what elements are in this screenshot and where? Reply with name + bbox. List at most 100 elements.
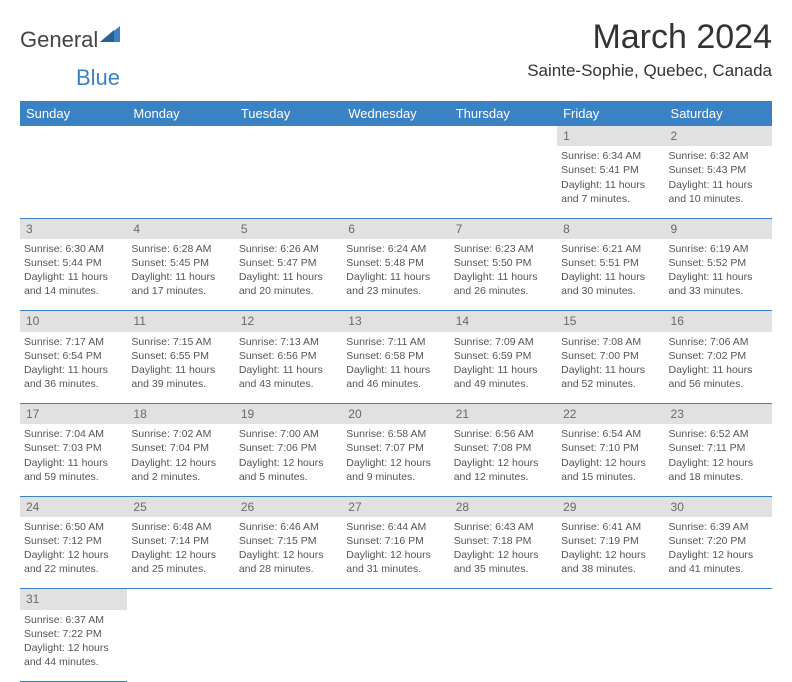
weekday-header: Tuesday — [235, 101, 342, 126]
sunrise-line: Sunrise: 7:08 AM — [561, 335, 660, 349]
calendar-cell — [342, 146, 449, 218]
day-number: 14 — [450, 311, 557, 332]
day-number: 4 — [127, 218, 234, 239]
sunrise-line: Sunrise: 6:26 AM — [239, 242, 338, 256]
day-number — [665, 589, 772, 610]
sunrise-line: Sunrise: 6:52 AM — [669, 427, 768, 441]
calendar-cell — [665, 610, 772, 682]
day-number: 30 — [665, 496, 772, 517]
calendar-cell: Sunrise: 6:43 AMSunset: 7:18 PMDaylight:… — [450, 517, 557, 589]
day-number — [342, 126, 449, 146]
calendar-cell: Sunrise: 6:56 AMSunset: 7:08 PMDaylight:… — [450, 424, 557, 496]
calendar-cell: Sunrise: 7:02 AMSunset: 7:04 PMDaylight:… — [127, 424, 234, 496]
daylight-line: Daylight: 11 hours and 39 minutes. — [131, 363, 230, 391]
day-number: 28 — [450, 496, 557, 517]
day-number — [450, 589, 557, 610]
calendar-cell: Sunrise: 6:30 AMSunset: 5:44 PMDaylight:… — [20, 239, 127, 311]
daylight-line: Daylight: 11 hours and 7 minutes. — [561, 178, 660, 206]
daylight-line: Daylight: 12 hours and 35 minutes. — [454, 548, 553, 576]
calendar-body: 12Sunrise: 6:34 AMSunset: 5:41 PMDayligh… — [20, 126, 772, 682]
daynum-row: 24252627282930 — [20, 496, 772, 517]
day-number: 10 — [20, 311, 127, 332]
daylight-line: Daylight: 12 hours and 31 minutes. — [346, 548, 445, 576]
weekday-header: Sunday — [20, 101, 127, 126]
daylight-line: Daylight: 12 hours and 41 minutes. — [669, 548, 768, 576]
day-number: 18 — [127, 404, 234, 425]
calendar-row: Sunrise: 6:30 AMSunset: 5:44 PMDaylight:… — [20, 239, 772, 311]
day-number: 22 — [557, 404, 664, 425]
sunset-line: Sunset: 7:12 PM — [24, 534, 123, 548]
day-number: 2 — [665, 126, 772, 146]
calendar-cell: Sunrise: 7:17 AMSunset: 6:54 PMDaylight:… — [20, 332, 127, 404]
sunset-line: Sunset: 7:20 PM — [669, 534, 768, 548]
weekday-header: Friday — [557, 101, 664, 126]
day-number — [557, 589, 664, 610]
day-number: 24 — [20, 496, 127, 517]
calendar-cell: Sunrise: 6:39 AMSunset: 7:20 PMDaylight:… — [665, 517, 772, 589]
sunrise-line: Sunrise: 6:43 AM — [454, 520, 553, 534]
calendar-cell: Sunrise: 6:44 AMSunset: 7:16 PMDaylight:… — [342, 517, 449, 589]
daylight-line: Daylight: 12 hours and 38 minutes. — [561, 548, 660, 576]
calendar-cell: Sunrise: 7:08 AMSunset: 7:00 PMDaylight:… — [557, 332, 664, 404]
calendar-cell — [235, 146, 342, 218]
sunset-line: Sunset: 7:11 PM — [669, 441, 768, 455]
daylight-line: Daylight: 12 hours and 18 minutes. — [669, 456, 768, 484]
calendar-cell: Sunrise: 6:41 AMSunset: 7:19 PMDaylight:… — [557, 517, 664, 589]
sunrise-line: Sunrise: 6:37 AM — [24, 613, 123, 627]
sunset-line: Sunset: 7:18 PM — [454, 534, 553, 548]
daylight-line: Daylight: 11 hours and 56 minutes. — [669, 363, 768, 391]
sunrise-line: Sunrise: 7:11 AM — [346, 335, 445, 349]
day-number: 26 — [235, 496, 342, 517]
day-number: 13 — [342, 311, 449, 332]
day-number — [235, 589, 342, 610]
daynum-row: 12 — [20, 126, 772, 146]
logo-sail-icon — [100, 24, 126, 44]
sunrise-line: Sunrise: 7:09 AM — [454, 335, 553, 349]
daylight-line: Daylight: 12 hours and 12 minutes. — [454, 456, 553, 484]
calendar-table: Sunday Monday Tuesday Wednesday Thursday… — [20, 101, 772, 682]
daylight-line: Daylight: 12 hours and 25 minutes. — [131, 548, 230, 576]
sunset-line: Sunset: 7:07 PM — [346, 441, 445, 455]
sunrise-line: Sunrise: 6:50 AM — [24, 520, 123, 534]
sunset-line: Sunset: 6:54 PM — [24, 349, 123, 363]
daylight-line: Daylight: 11 hours and 30 minutes. — [561, 270, 660, 298]
sunrise-line: Sunrise: 6:23 AM — [454, 242, 553, 256]
calendar-cell: Sunrise: 6:32 AMSunset: 5:43 PMDaylight:… — [665, 146, 772, 218]
sunset-line: Sunset: 7:03 PM — [24, 441, 123, 455]
daylight-line: Daylight: 11 hours and 14 minutes. — [24, 270, 123, 298]
calendar-cell: Sunrise: 6:24 AMSunset: 5:48 PMDaylight:… — [342, 239, 449, 311]
day-number: 25 — [127, 496, 234, 517]
daylight-line: Daylight: 12 hours and 15 minutes. — [561, 456, 660, 484]
daylight-line: Daylight: 11 hours and 49 minutes. — [454, 363, 553, 391]
daylight-line: Daylight: 11 hours and 36 minutes. — [24, 363, 123, 391]
sunrise-line: Sunrise: 6:32 AM — [669, 149, 768, 163]
calendar-row: Sunrise: 6:37 AMSunset: 7:22 PMDaylight:… — [20, 610, 772, 682]
sunset-line: Sunset: 7:06 PM — [239, 441, 338, 455]
sunset-line: Sunset: 6:58 PM — [346, 349, 445, 363]
day-number — [20, 126, 127, 146]
sunset-line: Sunset: 5:41 PM — [561, 163, 660, 177]
weekday-header: Thursday — [450, 101, 557, 126]
sunrise-line: Sunrise: 6:39 AM — [669, 520, 768, 534]
calendar-cell — [127, 146, 234, 218]
sunrise-line: Sunrise: 6:41 AM — [561, 520, 660, 534]
day-number: 7 — [450, 218, 557, 239]
day-number — [127, 126, 234, 146]
calendar-cell: Sunrise: 7:00 AMSunset: 7:06 PMDaylight:… — [235, 424, 342, 496]
day-number — [342, 589, 449, 610]
daylight-line: Daylight: 11 hours and 26 minutes. — [454, 270, 553, 298]
logo: General — [20, 24, 126, 56]
calendar-cell: Sunrise: 6:26 AMSunset: 5:47 PMDaylight:… — [235, 239, 342, 311]
daylight-line: Daylight: 11 hours and 17 minutes. — [131, 270, 230, 298]
sunset-line: Sunset: 7:04 PM — [131, 441, 230, 455]
sunrise-line: Sunrise: 7:00 AM — [239, 427, 338, 441]
sunrise-line: Sunrise: 7:17 AM — [24, 335, 123, 349]
daylight-line: Daylight: 11 hours and 10 minutes. — [669, 178, 768, 206]
sunset-line: Sunset: 6:56 PM — [239, 349, 338, 363]
logo-text-general: General — [20, 27, 98, 53]
daylight-line: Daylight: 11 hours and 20 minutes. — [239, 270, 338, 298]
sunrise-line: Sunrise: 6:44 AM — [346, 520, 445, 534]
sunset-line: Sunset: 5:51 PM — [561, 256, 660, 270]
calendar-cell: Sunrise: 6:37 AMSunset: 7:22 PMDaylight:… — [20, 610, 127, 682]
calendar-row: Sunrise: 7:04 AMSunset: 7:03 PMDaylight:… — [20, 424, 772, 496]
